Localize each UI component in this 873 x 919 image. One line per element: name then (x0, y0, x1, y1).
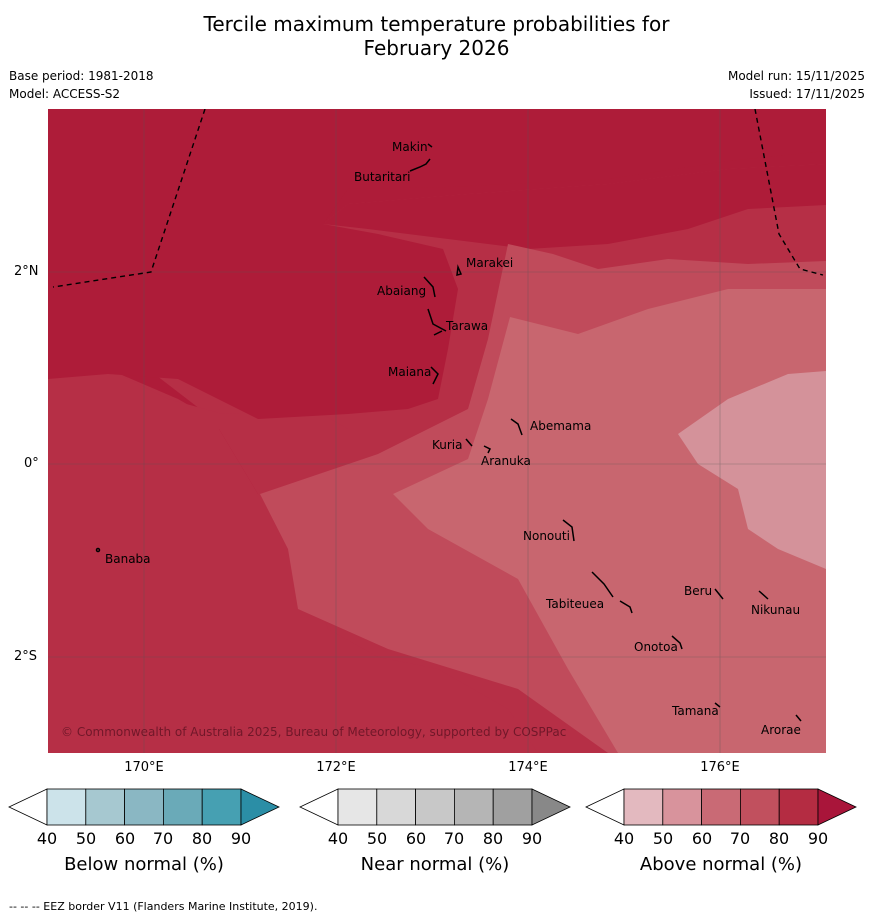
island-nonouti: Nonouti (523, 529, 570, 543)
base-period: Base period: 1981-2018 (9, 69, 154, 83)
eez-border (52, 109, 824, 288)
region-60-70 (393, 289, 826, 753)
island-marakei: Marakei (466, 256, 513, 270)
colorbar-segment (162, 788, 203, 826)
island-butaritari: Butaritari (354, 170, 411, 184)
model-name: Model: ACCESS-S2 (9, 87, 121, 101)
colorbar-segment (124, 788, 164, 826)
colorbar-title-below: Below normal (%) (64, 854, 224, 875)
tick: 70 (443, 829, 465, 848)
island-abemama: Abemama (530, 419, 591, 433)
island-onotoa: Onotoa (634, 640, 678, 654)
colorbar-title-near: Near normal (%) (360, 854, 510, 875)
island-aranuka: Aranuka (481, 454, 531, 468)
island-banaba: Banaba (105, 552, 151, 566)
colorbar-segment (85, 788, 126, 826)
tick: 60 (114, 829, 136, 848)
tick: 90 (230, 829, 252, 848)
copyright-notice: © Commonwealth of Australia 2025, Bureau… (61, 725, 566, 739)
colorbar-segment (492, 788, 533, 826)
tick: 80 (482, 829, 504, 848)
graticule (48, 109, 826, 753)
lon-label-172: 172°E (316, 760, 356, 775)
tick: 40 (327, 829, 349, 848)
title-line-2: February 2026 (363, 36, 510, 60)
lon-label-170: 170°E (124, 760, 164, 775)
region-50-60 (678, 371, 826, 569)
island-kuria: Kuria (432, 438, 463, 452)
tick: 50 (75, 829, 97, 848)
colorbar-segment (337, 788, 378, 826)
tick: 40 (613, 829, 635, 848)
chart-title: Tercile maximum temperature probabilitie… (0, 12, 873, 60)
island-tarawa: Tarawa (445, 319, 488, 333)
island-labels: Makin Butaritari Marakei Abaiang Tarawa … (105, 140, 801, 737)
island-tabiteuea: Tabiteuea (545, 597, 604, 611)
colorbar-below-normal (8, 788, 280, 826)
colorbar-segment (376, 788, 417, 826)
colorbar-extend-high (240, 788, 280, 826)
meta-left: Base period: 1981-2018 Model: ACCESS-S2 (9, 67, 154, 103)
colorbar-extend-low (585, 788, 625, 826)
island-outlines (95, 143, 802, 722)
tick: 60 (691, 829, 713, 848)
lat-label-2n: 2°N (14, 264, 39, 279)
colorbar-extend-high (531, 788, 571, 826)
tick: 70 (729, 829, 751, 848)
tick: 50 (366, 829, 388, 848)
probability-map: Makin Butaritari Marakei Abaiang Tarawa … (48, 109, 826, 753)
tick: 50 (652, 829, 674, 848)
lon-label-174: 174°E (508, 760, 548, 775)
model-run: Model run: 15/11/2025 (727, 69, 865, 83)
colorbar-above-normal (585, 788, 857, 826)
colorbar-segment (701, 788, 741, 826)
region-80-90-north (323, 164, 826, 249)
region-80-90-core (48, 109, 826, 419)
tick: 90 (807, 829, 829, 848)
colorbar-segment (662, 788, 703, 826)
colorbar-segment (46, 788, 87, 826)
colorbar-segment (739, 788, 780, 826)
eez-footnote: -- -- -- EEZ border V11 (Flanders Marine… (9, 900, 318, 913)
colorbar-segment (201, 788, 242, 826)
island-makin: Makin (392, 140, 428, 154)
tick: 70 (152, 829, 174, 848)
island-arorae: Arorae (761, 723, 801, 737)
colorbar-extend-low (299, 788, 339, 826)
tick: 60 (405, 829, 427, 848)
issued-date: Issued: 17/11/2025 (749, 87, 865, 101)
colorbar-title-above: Above normal (%) (639, 854, 803, 875)
colorbar-extend-low (8, 788, 48, 826)
lon-label-176: 176°E (700, 760, 740, 775)
colorbar-segment (623, 788, 664, 826)
meta-right: Model run: 15/11/2025 Issued: 17/11/2025 (728, 67, 865, 103)
colorbar-extend-high (817, 788, 857, 826)
island-abaiang: Abaiang (377, 284, 426, 298)
lat-label-2s: 2°S (14, 649, 38, 664)
title-line-1: Tercile maximum temperature probabilitie… (203, 12, 670, 36)
lat-label-0: 0° (24, 456, 39, 471)
tick: 80 (768, 829, 790, 848)
colorbar-segment (415, 788, 455, 826)
colorbar-segment (778, 788, 819, 826)
colorbar-near-normal (299, 788, 571, 826)
tick: 80 (191, 829, 213, 848)
island-tamana: Tamana (671, 704, 719, 718)
tick: 90 (521, 829, 543, 848)
island-beru: Beru (684, 584, 712, 598)
island-nikunau: Nikunau (751, 603, 800, 617)
colorbar-segment (453, 788, 494, 826)
tick: 40 (36, 829, 58, 848)
island-maiana: Maiana (388, 365, 431, 379)
